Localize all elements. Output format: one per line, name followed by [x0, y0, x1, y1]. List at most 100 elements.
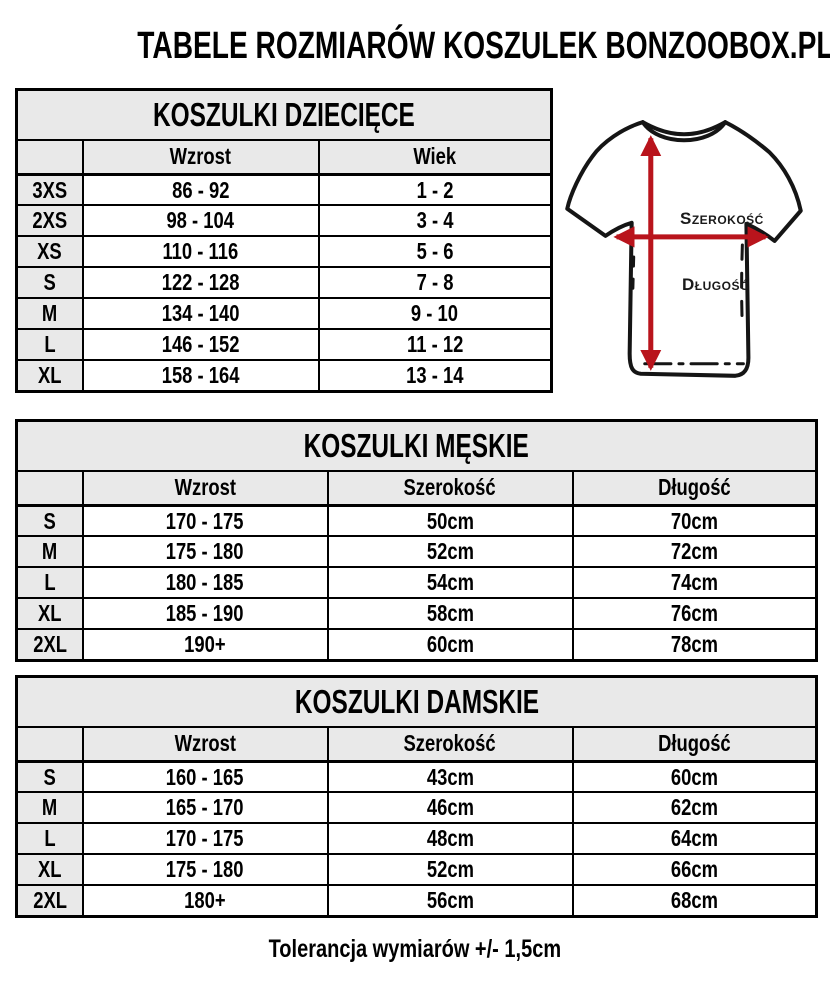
length-cell: 60cm: [571, 760, 818, 794]
width-cell: 52cm: [326, 535, 574, 569]
size-cell: 2XL: [15, 628, 84, 662]
column-header-length: Długość: [571, 469, 818, 507]
tshirt-drawing: [565, 119, 803, 378]
size-cell: L: [15, 566, 84, 600]
size-cell: XS: [15, 235, 84, 269]
table-row: 3XS 86 - 92 1 - 2: [15, 173, 553, 207]
age-cell: 1 - 2: [317, 173, 553, 207]
column-header-height: Wzrost: [81, 725, 329, 763]
table-row: 2XL 180+ 56cm 68cm: [15, 884, 818, 918]
height-cell: 190+: [81, 628, 329, 662]
size-cell: 2XL: [15, 884, 84, 918]
age-cell: 9 - 10: [317, 297, 553, 331]
width-cell: 52cm: [326, 853, 574, 887]
length-cell: 62cm: [571, 791, 818, 825]
age-cell: 13 - 14: [317, 359, 553, 393]
column-header-height: Wzrost: [81, 138, 320, 176]
table-row: M 134 - 140 9 - 10: [15, 297, 553, 331]
column-header-blank: [15, 725, 84, 763]
height-cell: 110 - 116: [81, 235, 320, 269]
column-header-height: Wzrost: [81, 469, 329, 507]
women-size-table: KOSZULKI DAMSKIE Wzrost Szerokość Długoś…: [15, 674, 818, 918]
height-cell: 122 - 128: [81, 266, 320, 300]
length-cell: 66cm: [571, 853, 818, 887]
width-cell: 43cm: [326, 760, 574, 794]
length-cell: 72cm: [571, 535, 818, 569]
men-table-title-row: KOSZULKI MĘSKIE: [15, 419, 818, 472]
women-table-header-row: Wzrost Szerokość Długość: [15, 725, 818, 763]
age-cell: 7 - 8: [317, 266, 553, 300]
height-cell: 165 - 170: [81, 791, 329, 825]
collar-line: [640, 119, 728, 142]
height-cell: 180+: [81, 884, 329, 918]
height-cell: 175 - 180: [81, 535, 329, 569]
size-cell: 3XS: [15, 173, 84, 207]
seam-dashes-right: [740, 243, 744, 329]
men-table-title: KOSZULKI MĘSKIE: [15, 419, 818, 472]
height-cell: 146 - 152: [81, 328, 320, 362]
column-header-age: Wiek: [317, 138, 553, 176]
table-row: XL 175 - 180 52cm 66cm: [15, 853, 818, 887]
size-cell: M: [15, 535, 84, 569]
table-row: XL 185 - 190 58cm 76cm: [15, 597, 818, 631]
size-cell: XL: [15, 597, 84, 631]
width-cell: 48cm: [326, 822, 574, 856]
table-row: L 180 - 185 54cm 74cm: [15, 566, 818, 600]
size-cell: L: [15, 822, 84, 856]
size-cell: XL: [15, 853, 84, 887]
height-cell: 160 - 165: [81, 760, 329, 794]
width-cell: 60cm: [326, 628, 574, 662]
length-cell: 78cm: [571, 628, 818, 662]
table-row: XL 158 - 164 13 - 14: [15, 359, 553, 393]
table-row: M 165 - 170 46cm 62cm: [15, 791, 818, 825]
length-label: Długość: [682, 274, 750, 294]
table-row: 2XL 190+ 60cm 78cm: [15, 628, 818, 662]
tshirt-outline: [565, 119, 803, 378]
table-row: S 170 - 175 50cm 70cm: [15, 504, 818, 538]
height-cell: 170 - 175: [81, 504, 329, 538]
kids-table-header-row: Wzrost Wiek: [15, 138, 553, 176]
column-header-blank: [15, 469, 84, 507]
size-cell: M: [15, 791, 84, 825]
size-cell: 2XS: [15, 204, 84, 238]
width-cell: 46cm: [326, 791, 574, 825]
tolerance-note: Tolerancja wymiarów +/- 1,5cm: [268, 934, 562, 963]
women-table-title-row: KOSZULKI DAMSKIE: [15, 675, 818, 728]
size-cell: XL: [15, 359, 84, 393]
width-label: Szerokość: [680, 208, 764, 228]
column-header-length: Długość: [571, 725, 818, 763]
tshirt-illustration: Szerokość Długość: [553, 88, 815, 406]
width-cell: 54cm: [326, 566, 574, 600]
women-table-title: KOSZULKI DAMSKIE: [15, 675, 818, 728]
column-header-width: Szerokość: [326, 725, 574, 763]
page-title: TABELE ROZMIARÓW KOSZULEK BONZOOBOX.PL: [137, 25, 830, 67]
age-cell: 3 - 4: [317, 204, 553, 238]
table-row: XS 110 - 116 5 - 6: [15, 235, 553, 269]
length-cell: 76cm: [571, 597, 818, 631]
height-cell: 180 - 185: [81, 566, 329, 600]
size-cell: S: [15, 760, 84, 794]
height-cell: 158 - 164: [81, 359, 320, 393]
length-cell: 70cm: [571, 504, 818, 538]
column-header-blank: [15, 138, 84, 176]
table-row: L 146 - 152 11 - 12: [15, 328, 553, 362]
table-row: S 122 - 128 7 - 8: [15, 266, 553, 300]
seam-dashes-left: [631, 255, 636, 297]
height-cell: 134 - 140: [81, 297, 320, 331]
size-cell: M: [15, 297, 84, 331]
size-cell: S: [15, 504, 84, 538]
table-row: 2XS 98 - 104 3 - 4: [15, 204, 553, 238]
size-cell: S: [15, 266, 84, 300]
height-cell: 185 - 190: [81, 597, 329, 631]
length-cell: 74cm: [571, 566, 818, 600]
table-row: L 170 - 175 48cm 64cm: [15, 822, 818, 856]
width-cell: 58cm: [326, 597, 574, 631]
kids-size-table: KOSZULKI DZIECIĘCE Wzrost Wiek 3XS 86 - …: [15, 87, 553, 393]
length-cell: 68cm: [571, 884, 818, 918]
men-table-header-row: Wzrost Szerokość Długość: [15, 469, 818, 507]
length-cell: 64cm: [571, 822, 818, 856]
kids-table-title: KOSZULKI DZIECIĘCE: [15, 88, 553, 141]
height-cell: 175 - 180: [81, 853, 329, 887]
size-cell: L: [15, 328, 84, 362]
column-header-width: Szerokość: [326, 469, 574, 507]
